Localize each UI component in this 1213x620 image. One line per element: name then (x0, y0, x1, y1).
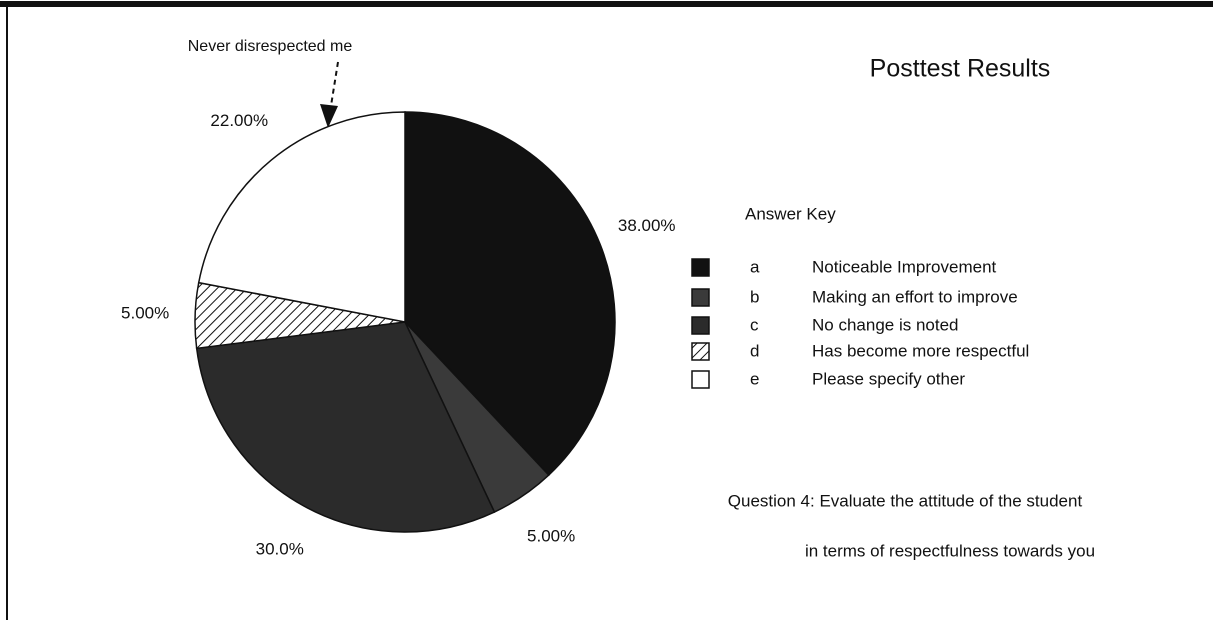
legend-label: Please specify other (812, 369, 965, 388)
legend-label: Has become more respectful (812, 341, 1029, 360)
legend-label: Noticeable Improvement (812, 257, 997, 276)
legend-key: e (750, 369, 759, 388)
legend-key: a (750, 257, 760, 276)
pie-slice (195, 321, 496, 533)
legend-label: No change is noted (812, 315, 959, 334)
annotation-arrow (329, 61, 339, 113)
legend-swatch (691, 258, 710, 277)
slice-label: 5.00% (527, 527, 575, 546)
chart-title: Posttest Results (870, 55, 1051, 83)
pie-slice (197, 111, 406, 323)
legend-swatch (691, 288, 710, 307)
legend-swatch (691, 370, 710, 389)
slice-label: 5.00% (121, 303, 169, 322)
legend-swatch (691, 342, 710, 361)
slice-label: 38.00% (618, 216, 676, 235)
slice-label: 30.0% (256, 539, 304, 558)
legend-key: c (750, 315, 759, 334)
legend-swatch (691, 316, 710, 335)
caption-line: in terms of respectfulness towards you (805, 541, 1095, 560)
legend-label: Making an effort to improve (812, 287, 1018, 306)
pie-slice (404, 111, 616, 477)
annotation: Never disrespected me (188, 38, 353, 55)
caption-line: Question 4: Evaluate the attitude of the… (728, 491, 1083, 510)
slice-label: 22.00% (210, 111, 268, 130)
legend-title: Answer Key (745, 204, 836, 223)
legend-key: b (750, 287, 759, 306)
arrow-head (320, 104, 338, 128)
legend-key: d (750, 341, 759, 360)
